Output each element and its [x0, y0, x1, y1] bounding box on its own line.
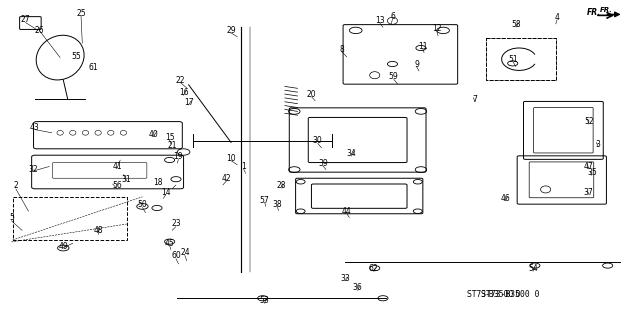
Text: 29: 29 — [226, 26, 236, 35]
Text: 4: 4 — [555, 13, 560, 22]
Text: 54: 54 — [528, 264, 538, 273]
Text: 55: 55 — [71, 52, 81, 60]
Text: 18: 18 — [153, 178, 163, 187]
Text: 35: 35 — [587, 168, 597, 177]
Text: 36: 36 — [353, 284, 363, 292]
Text: 11: 11 — [418, 42, 428, 51]
Text: 37: 37 — [584, 188, 594, 196]
Text: 10: 10 — [226, 154, 236, 163]
Text: 41: 41 — [112, 162, 122, 171]
Text: 24: 24 — [180, 248, 190, 257]
Text: 8: 8 — [339, 45, 344, 54]
Text: 62: 62 — [368, 264, 379, 273]
Text: 53: 53 — [260, 296, 270, 305]
Text: 51: 51 — [508, 55, 518, 64]
Text: 42: 42 — [222, 174, 232, 183]
Text: 1: 1 — [241, 162, 246, 171]
Text: 60: 60 — [171, 252, 181, 260]
Text: 12: 12 — [432, 24, 442, 33]
Text: 40: 40 — [148, 130, 158, 139]
Text: 61: 61 — [89, 63, 99, 72]
Text: 2: 2 — [13, 181, 18, 190]
Text: 23: 23 — [171, 220, 181, 228]
Text: 59: 59 — [389, 72, 399, 81]
Text: 20: 20 — [306, 90, 316, 99]
Text: 15: 15 — [165, 133, 175, 142]
Text: 50: 50 — [137, 200, 147, 209]
Text: 7: 7 — [472, 95, 477, 104]
Text: 57: 57 — [260, 196, 270, 204]
Text: 31: 31 — [122, 175, 132, 184]
Text: 43: 43 — [30, 123, 40, 132]
Text: 46: 46 — [500, 194, 510, 203]
Text: 19: 19 — [173, 152, 184, 161]
Text: 58: 58 — [511, 20, 521, 29]
Text: 3: 3 — [596, 140, 601, 148]
Text: ST73-B3500 0: ST73-B3500 0 — [481, 290, 539, 299]
Text: 45: 45 — [165, 239, 175, 248]
Text: 38: 38 — [272, 200, 282, 209]
Text: 14: 14 — [161, 188, 171, 196]
Text: 16: 16 — [179, 88, 189, 97]
Text: ST73-B3500 0: ST73-B3500 0 — [467, 290, 520, 299]
Text: 21: 21 — [167, 141, 177, 150]
Text: 17: 17 — [184, 98, 194, 107]
Text: 39: 39 — [318, 159, 328, 168]
Text: 48: 48 — [93, 226, 103, 235]
Text: 26: 26 — [34, 26, 44, 35]
Text: 34: 34 — [346, 149, 356, 158]
Text: 27: 27 — [20, 15, 30, 24]
Text: 5: 5 — [9, 213, 14, 222]
Text: 13: 13 — [375, 16, 385, 25]
Text: 9: 9 — [414, 60, 419, 68]
Text: FR.: FR. — [600, 7, 613, 13]
Text: 47: 47 — [584, 162, 594, 171]
Text: 28: 28 — [277, 181, 287, 190]
Text: 25: 25 — [76, 9, 86, 18]
Text: 56: 56 — [112, 181, 122, 190]
Text: 32: 32 — [28, 165, 38, 174]
Text: 22: 22 — [175, 76, 185, 84]
Text: 44: 44 — [342, 207, 352, 216]
Text: 52: 52 — [584, 117, 594, 126]
Text: 30: 30 — [313, 136, 323, 145]
Text: FR.: FR. — [587, 8, 601, 17]
Text: 33: 33 — [340, 274, 350, 283]
Text: 49: 49 — [58, 242, 68, 251]
Text: 6: 6 — [390, 12, 395, 21]
